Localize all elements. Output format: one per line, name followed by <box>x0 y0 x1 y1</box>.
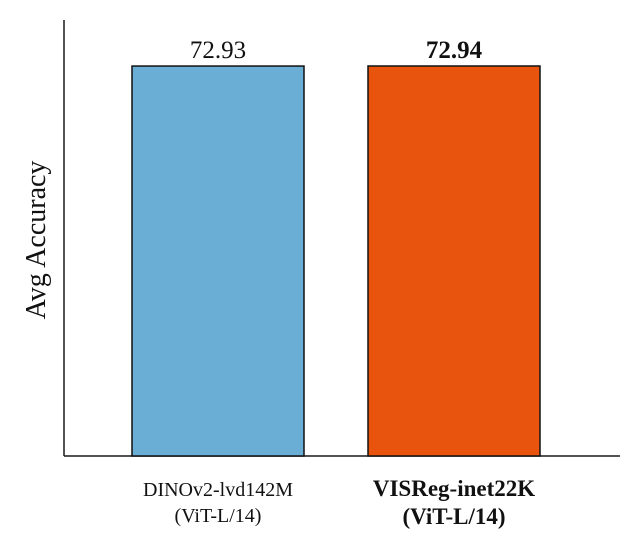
value-label-2: 72.94 <box>426 37 483 64</box>
value-labels-group: 72.93 72.94 <box>190 37 483 64</box>
bar-2 <box>367 65 541 457</box>
x-tick-label-2-line-1: VISReg-inet22K <box>373 476 535 501</box>
x-tick-label-1-line-1: DINOv2-lvd142M <box>143 479 293 501</box>
x-tick-label-1-line-2: (ViT-L/14) <box>175 505 262 527</box>
value-label-1: 72.93 <box>190 37 246 64</box>
x-tick-labels-group: DINOv2-lvd142M (ViT-L/14) VISReg-inet22K (V… <box>143 476 535 529</box>
bar-1 <box>131 65 305 457</box>
x-tick-label-2-line-2: (ViT-L/14) <box>402 504 505 529</box>
y-axis-label: Avg Accuracy <box>21 161 52 320</box>
bars-group <box>131 65 541 457</box>
